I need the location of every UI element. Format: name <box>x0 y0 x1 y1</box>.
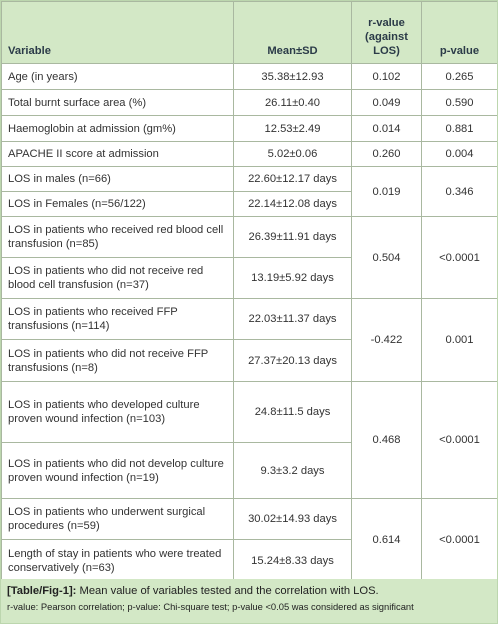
variable-cell: LOS in patients who did not develop cult… <box>1 442 234 499</box>
table-row: Total burnt surface area (%) 26.11±0.40 0.… <box>1 89 497 116</box>
p-value-cell: <0.0001 <box>421 381 497 499</box>
table-row: APACHE II score at admission 5.02±0.06 0.2… <box>1 141 497 167</box>
table-row: LOS in Females (n=56/122) 22.14±12.08 day… <box>1 191 498 217</box>
header-row: Variable Mean±SD r-value (against LOS) p… <box>1 1 497 64</box>
variable-cell: LOS in patients who underwent surgical p… <box>1 498 234 540</box>
table-row: LOS in patients who received FFP transfu… <box>1 298 497 382</box>
mean-cell: 22.03±11.37 days <box>233 298 352 340</box>
variable-cell: LOS in patients who did not receive red … <box>1 257 234 299</box>
table-row: LOS in patients who did not receive FFP … <box>1 339 498 382</box>
variable-cell: LOS in males (n=66) <box>1 166 234 192</box>
mean-cell: 12.53±2.49 <box>233 115 352 142</box>
mean-cell: 22.14±12.08 days <box>233 191 352 217</box>
mean-cell: 24.8±11.5 days <box>233 381 352 443</box>
p-value-cell: 0.346 <box>421 166 497 217</box>
variable-cell: LOS in patients who received red blood c… <box>1 216 234 258</box>
r-value-cell: 0.614 <box>351 498 422 582</box>
header-cell: Mean±SD <box>233 1 352 64</box>
header-cell: Variable <box>1 1 234 64</box>
r-value-cell: 0.014 <box>351 115 422 142</box>
mean-cell: 5.02±0.06 <box>233 141 352 167</box>
caption-note: r-value: Pearson correlation; p-value: C… <box>7 601 414 612</box>
p-value-cell: <0.0001 <box>421 498 497 582</box>
table-row: LOS in patients who did not receive red … <box>1 257 498 299</box>
caption-label: [Table/Fig-1]: <box>7 585 77 597</box>
table-row: LOS in patients who developed culture pr… <box>1 381 497 499</box>
p-value-cell: 0.265 <box>421 63 497 90</box>
variable-cell: Haemoglobin at admission (gm%) <box>1 115 234 142</box>
table-row: LOS in patients who received red blood c… <box>1 216 497 299</box>
r-value-cell: 0.102 <box>351 63 422 90</box>
mean-cell: 30.02±14.93 days <box>233 498 352 540</box>
p-value-cell: 0.881 <box>421 115 497 142</box>
mean-cell: 22.60±12.17 days <box>233 166 352 192</box>
r-value-cell: 0.504 <box>351 216 422 299</box>
table-row: Haemoglobin at admission (gm%) 12.53±2.49… <box>1 115 497 142</box>
variable-cell: Age (in years) <box>1 63 234 90</box>
p-value-cell: 0.004 <box>421 141 497 167</box>
mean-cell: 26.11±0.40 <box>233 89 352 116</box>
mean-cell: 15.24±8.33 days <box>233 539 352 582</box>
table-row: Length of stay in patients who were trea… <box>1 539 498 582</box>
mean-cell: 13.19±5.92 days <box>233 257 352 299</box>
p-value-cell: 0.001 <box>421 298 497 382</box>
table-row: LOS in patients who did not develop cult… <box>1 442 498 499</box>
variable-cell: LOS in Females (n=56/122) <box>1 191 234 217</box>
mean-cell: 35.38±12.93 <box>233 63 352 90</box>
variable-cell: LOS in patients who received FFP transfu… <box>1 298 234 340</box>
p-value-cell: 0.590 <box>421 89 497 116</box>
r-value-cell: 0.019 <box>351 166 422 217</box>
mean-cell: 26.39±11.91 days <box>233 216 352 258</box>
table-row: LOS in patients who underwent surgical p… <box>1 498 497 582</box>
mean-cell: 27.37±20.13 days <box>233 339 352 382</box>
caption-text: Mean value of variables tested and the c… <box>79 585 379 597</box>
p-value-cell: <0.0001 <box>421 216 497 299</box>
table-body: Age (in years) 35.38±12.93 0.102 0.265 Total… <box>1 63 498 582</box>
variable-cell: LOS in patients who did not receive FFP … <box>1 339 234 382</box>
variable-cell: APACHE II score at admission <box>1 141 234 167</box>
data-table: Variable Mean±SD r-value (against LOS) p… <box>1 1 498 582</box>
r-value-cell: -0.422 <box>351 298 422 382</box>
header-cell: p-value <box>421 1 497 64</box>
table-row: LOS in males (n=66) 22.60±12.17 days 0.019… <box>1 166 497 217</box>
variable-cell: LOS in patients who developed culture pr… <box>1 381 234 443</box>
r-value-cell: 0.260 <box>351 141 422 167</box>
header-cell: r-value (against LOS) <box>351 1 422 64</box>
r-value-cell: 0.049 <box>351 89 422 116</box>
variable-cell: Length of stay in patients who were trea… <box>1 539 234 582</box>
variable-cell: Total burnt surface area (%) <box>1 89 234 116</box>
table-row: Age (in years) 35.38±12.93 0.102 0.265 <box>1 63 497 90</box>
mean-cell: 9.3±3.2 days <box>233 442 352 499</box>
caption: [Table/Fig-1]: Mean value of variables t… <box>1 579 497 623</box>
r-value-cell: 0.468 <box>351 381 422 499</box>
